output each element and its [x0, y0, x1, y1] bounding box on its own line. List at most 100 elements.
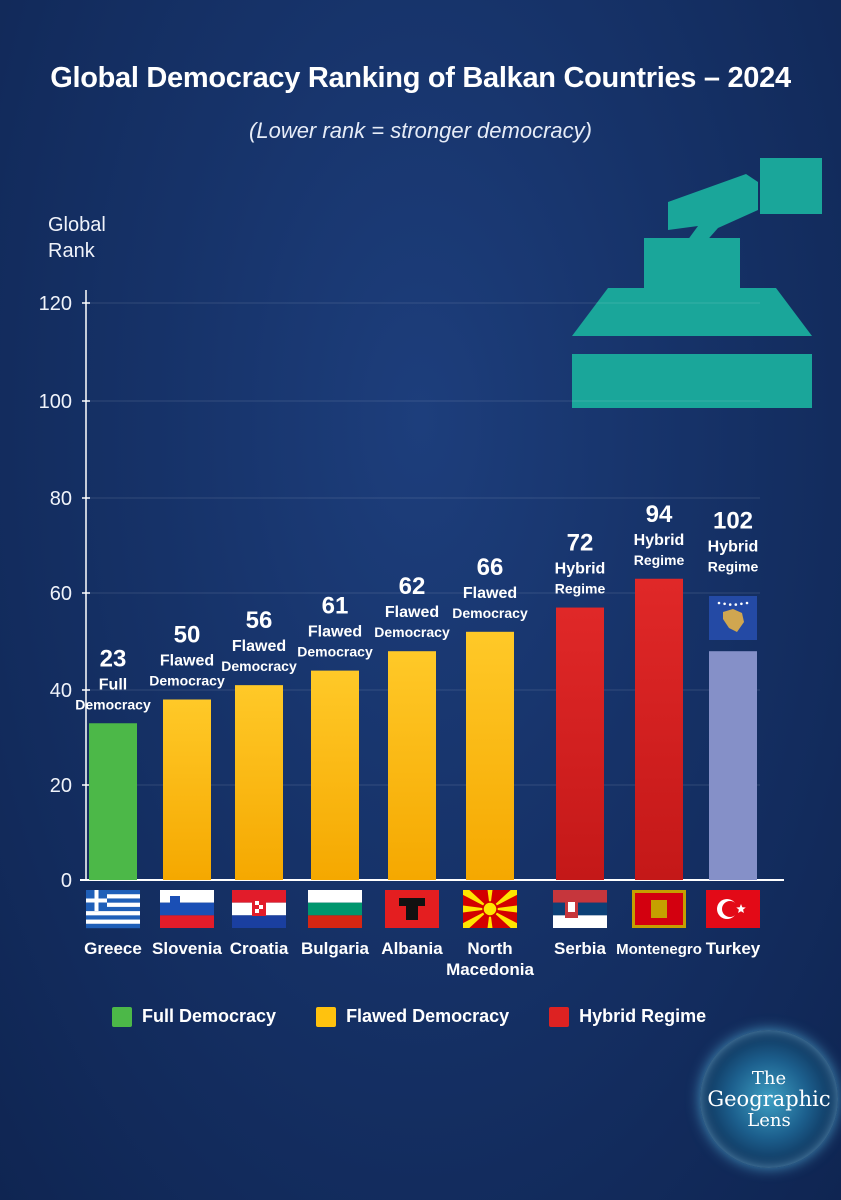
- legend-label-flawed: Flawed Democracy: [346, 1006, 510, 1026]
- y-tick-label: 60: [50, 583, 72, 605]
- country-label-turkey: Turkey: [706, 939, 761, 958]
- stripe: [232, 890, 286, 903]
- kosovo-map-shape: [723, 609, 744, 632]
- bar-category-line1-greece: Full: [99, 676, 127, 693]
- bar-category-line2-north-macedonia: Democracy: [452, 605, 528, 621]
- montenegro-flag-icon: [632, 890, 686, 928]
- stripe: [86, 919, 140, 924]
- stripe: [86, 890, 140, 895]
- slovenia-flag-icon: [160, 890, 214, 928]
- bar-category-line1-croatia: Flawed: [232, 638, 286, 655]
- kosovo-star: [740, 602, 743, 606]
- bar-rank-label-turkey: 102: [713, 508, 753, 535]
- greece-flag-icon: [86, 890, 140, 929]
- sun-ray: [490, 905, 517, 913]
- bar-category-line1-north-macedonia: Flawed: [463, 585, 517, 602]
- kosovo-star: [717, 601, 721, 605]
- kosovo-star: [734, 603, 738, 606]
- cross-h: [86, 898, 107, 903]
- albania-flag-icon: [385, 890, 439, 928]
- stripe: [160, 902, 214, 916]
- bar-north-macedonia: [466, 631, 514, 880]
- bar-category-line1-albania: Flawed: [385, 604, 439, 621]
- country-label-albania: Albania: [381, 939, 443, 958]
- logo-line1: The: [751, 1067, 787, 1089]
- bar-category-line1-slovenia: Flawed: [160, 653, 214, 670]
- stripe: [553, 902, 607, 916]
- sun-ray: [490, 890, 517, 909]
- sun-ray: [487, 909, 493, 928]
- bar-rank-label-croatia: 56: [246, 607, 273, 634]
- bar-rank-label-slovenia: 50: [174, 622, 201, 649]
- legend-label-full: Full Democracy: [142, 1006, 277, 1026]
- y-tick-label: 100: [39, 391, 72, 413]
- stripe: [86, 898, 140, 903]
- country-label-croatia: Croatia: [230, 939, 289, 958]
- bar-rank-label-montenegro: 94: [646, 501, 673, 528]
- stripe: [86, 911, 140, 916]
- y-tick-label: 120: [39, 293, 72, 315]
- y-tick-label: 20: [50, 775, 72, 797]
- check: [255, 909, 259, 913]
- sun-ray: [463, 890, 490, 909]
- geographic-lens-logo: The Geographic Lens: [700, 1030, 838, 1168]
- bar-greece: [89, 723, 137, 880]
- stripe: [553, 890, 607, 903]
- kosovo-star: [745, 601, 749, 605]
- bar-serbia: [556, 607, 604, 880]
- country-label-bulgaria: Bulgaria: [301, 939, 370, 958]
- stripe: [160, 890, 214, 903]
- logo-line2: Geographic: [707, 1086, 831, 1111]
- stripe: [86, 915, 140, 920]
- bar-category-line2-slovenia: Democracy: [149, 673, 225, 689]
- eagle-wings: [399, 898, 425, 906]
- bar-category-line2-croatia: Democracy: [221, 658, 297, 674]
- stripe: [86, 923, 140, 929]
- bar-rank-label-serbia: 72: [567, 530, 594, 557]
- bar-category-line2-serbia: Regime: [555, 581, 606, 597]
- bar-slovenia: [163, 699, 211, 880]
- serbia-flag-icon: [553, 890, 607, 928]
- north-macedonia-flag-icon: [463, 890, 517, 928]
- y-tick-label: 40: [50, 680, 72, 702]
- stripe: [160, 915, 214, 928]
- bar-rank-label-north-macedonia: 66: [477, 554, 504, 581]
- kosovo-star: [728, 603, 732, 606]
- sun-ray: [463, 905, 490, 913]
- bar-category-line1-montenegro: Hybrid: [634, 532, 685, 549]
- stripe: [308, 915, 362, 928]
- legend-swatch-hybrid: [549, 1006, 570, 1027]
- y-tick-label: 80: [50, 488, 72, 510]
- sun-ray: [463, 909, 490, 928]
- bar-category-line2-albania: Democracy: [374, 624, 450, 640]
- bar-category-line1-serbia: Hybrid: [555, 561, 606, 578]
- coat-inner: [568, 902, 575, 912]
- stripe: [86, 894, 140, 899]
- y-tick-label: 0: [61, 870, 72, 892]
- legend-swatch-full: [112, 1006, 132, 1027]
- coat-of-arms: [170, 896, 180, 908]
- legend: Full Democracy Flawed Democracy Hybrid R…: [112, 1006, 706, 1027]
- bar-category-line2-montenegro: Regime: [634, 552, 685, 568]
- legend-item-hybrid: Hybrid Regime: [549, 1006, 706, 1027]
- stripe: [308, 902, 362, 916]
- bulgaria-flag-icon: [308, 890, 362, 928]
- bar-croatia: [235, 685, 283, 880]
- bar-turkey: [709, 651, 757, 880]
- country-label-slovenia: Slovenia: [152, 939, 222, 958]
- croatia-flag-icon: [232, 890, 286, 928]
- stripe: [86, 902, 140, 908]
- bar-rank-label-greece: 23: [100, 645, 127, 672]
- stripe: [308, 890, 362, 903]
- legend-item-flawed: Flawed Democracy: [316, 1006, 509, 1027]
- stripe: [86, 906, 140, 912]
- country-label-montenegro: Montenegro: [616, 941, 702, 958]
- y-axis-label-line1: Global: [48, 214, 106, 236]
- chart-subtitle: (Lower rank = stronger democracy): [249, 118, 592, 143]
- bar-category-line2-turkey: Regime: [708, 559, 759, 575]
- legend-item-full: Full Democracy: [112, 1006, 276, 1027]
- sun-ray: [490, 909, 517, 928]
- bar-category-line1-turkey: Hybrid: [708, 539, 759, 556]
- stripe: [553, 915, 607, 928]
- logo-line3: Lens: [747, 1109, 791, 1131]
